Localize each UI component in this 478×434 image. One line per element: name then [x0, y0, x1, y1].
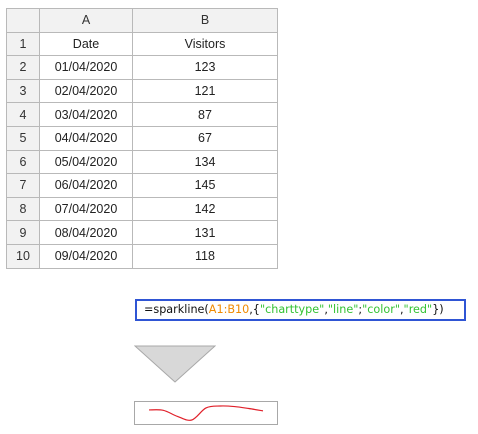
cell-visitors[interactable]: 131: [132, 220, 278, 245]
cell-date[interactable]: 08/04/2020: [39, 220, 133, 245]
cell-visitors[interactable]: Visitors: [132, 31, 278, 57]
table-row: 1 Date Visitors: [6, 31, 278, 57]
formula-string-red: "red": [403, 303, 433, 316]
formula-comma: ,: [399, 303, 404, 316]
table-row: 9 08/04/2020 131: [6, 220, 278, 245]
cell-date[interactable]: 02/04/2020: [39, 78, 133, 104]
cell-date[interactable]: 01/04/2020: [39, 55, 133, 80]
row-header[interactable]: 10: [6, 243, 40, 269]
cell-visitors[interactable]: 118: [132, 243, 278, 269]
select-all-corner[interactable]: [6, 8, 40, 33]
cell-date[interactable]: 09/04/2020: [39, 243, 133, 269]
row-header[interactable]: 4: [6, 102, 40, 127]
sparkline-chart: [148, 405, 264, 421]
sparkline-line: [148, 405, 264, 421]
row-header[interactable]: 3: [6, 78, 40, 104]
formula-string-color: "color": [362, 303, 400, 316]
column-header-a[interactable]: A: [39, 8, 133, 33]
formula-prefix: =sparkline(: [144, 303, 209, 316]
table-row: 3 02/04/2020 121: [6, 78, 278, 104]
cell-date[interactable]: Date: [39, 31, 133, 57]
row-header[interactable]: 8: [6, 196, 40, 222]
table-row: 10 09/04/2020 118: [6, 243, 278, 269]
table-row: 5 04/04/2020 67: [6, 125, 278, 151]
table-row: 2 01/04/2020 123: [6, 55, 278, 80]
sparkline-output[interactable]: [134, 401, 278, 425]
formula-string-line: "line": [327, 303, 359, 316]
row-header[interactable]: 2: [6, 55, 40, 80]
cell-visitors[interactable]: 123: [132, 55, 278, 80]
table-row: 6 05/04/2020 134: [6, 149, 278, 175]
column-header-row: A B: [6, 8, 278, 33]
table-row: 7 06/04/2020 145: [6, 173, 278, 198]
cell-visitors[interactable]: 145: [132, 173, 278, 198]
formula-semicolon: ;: [358, 303, 363, 316]
spreadsheet-grid: A B 1 Date Visitors 2 01/04/2020 123 3 02/04/20…: [6, 8, 278, 269]
cell-date[interactable]: 06/04/2020: [39, 173, 133, 198]
formula-string-charttype: "charttype": [259, 303, 325, 316]
cell-date[interactable]: 05/04/2020: [39, 149, 133, 175]
cell-visitors[interactable]: 121: [132, 78, 278, 104]
cell-visitors[interactable]: 67: [132, 125, 278, 151]
formula-suffix: }): [432, 303, 444, 316]
formula-sep: ,{: [249, 303, 260, 316]
table-row: 8 07/04/2020 142: [6, 196, 278, 222]
formula-range: A1:B10: [208, 303, 250, 316]
column-header-b[interactable]: B: [132, 8, 278, 33]
row-header[interactable]: 9: [6, 220, 40, 245]
table-row: 4 03/04/2020 87: [6, 102, 278, 127]
row-header[interactable]: 7: [6, 173, 40, 198]
cell-visitors[interactable]: 134: [132, 149, 278, 175]
formula-comma: ,: [324, 303, 328, 316]
row-header[interactable]: 6: [6, 149, 40, 175]
row-header[interactable]: 5: [6, 125, 40, 151]
cell-visitors[interactable]: 87: [132, 102, 278, 127]
cell-date[interactable]: 03/04/2020: [39, 102, 133, 127]
cell-date[interactable]: 07/04/2020: [39, 196, 133, 222]
cell-date[interactable]: 04/04/2020: [39, 125, 133, 151]
row-header[interactable]: 1: [6, 31, 40, 57]
cell-visitors[interactable]: 142: [132, 196, 278, 222]
arrow-shape: [134, 345, 216, 383]
sheet-body: 1 Date Visitors 2 01/04/2020 123 3 02/04/2020 12…: [6, 31, 278, 269]
down-triangle-icon: [134, 345, 216, 383]
formula-box[interactable]: =sparkline(A1:B10,{"charttype","line";"c…: [135, 299, 466, 321]
